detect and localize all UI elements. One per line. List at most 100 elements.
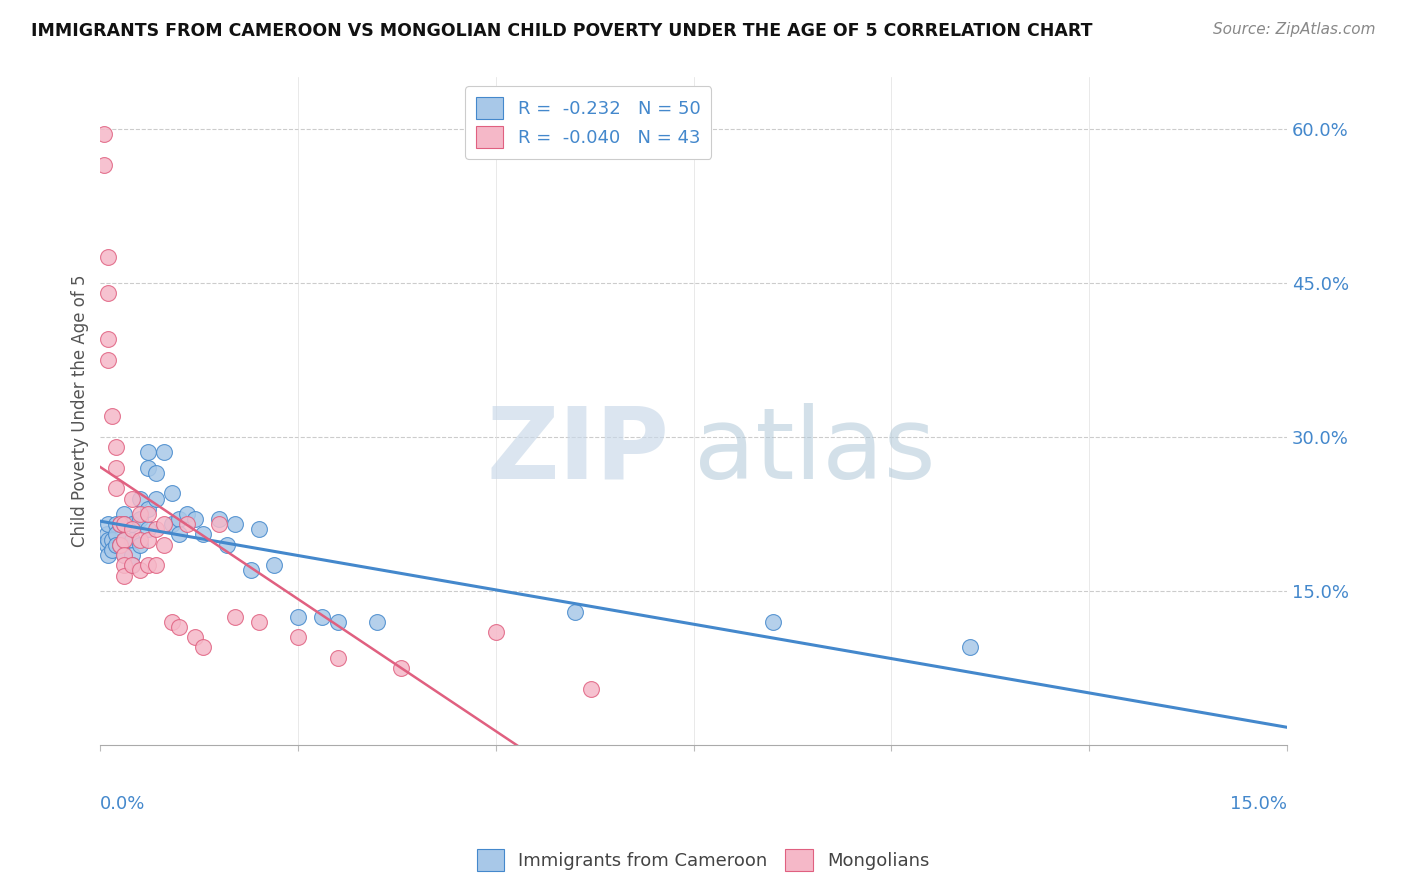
Point <box>108 538 131 552</box>
Point <box>176 507 198 521</box>
Point <box>152 538 174 552</box>
Point <box>169 620 191 634</box>
Legend: Immigrants from Cameroon, Mongolians: Immigrants from Cameroon, Mongolians <box>470 842 936 879</box>
Point <box>136 522 159 536</box>
Point <box>121 533 143 547</box>
Point <box>101 409 124 424</box>
Legend: R =  -0.232   N = 50, R =  -0.040   N = 43: R = -0.232 N = 50, R = -0.040 N = 43 <box>465 87 711 159</box>
Point <box>112 558 135 573</box>
Point <box>129 564 152 578</box>
Point <box>263 558 285 573</box>
Text: atlas: atlas <box>693 403 935 500</box>
Point <box>129 512 152 526</box>
Point <box>97 548 120 562</box>
Point <box>184 512 207 526</box>
Point <box>108 517 131 532</box>
Point <box>105 527 128 541</box>
Point <box>112 568 135 582</box>
Point <box>136 501 159 516</box>
Point <box>121 517 143 532</box>
Point <box>112 517 135 532</box>
Point <box>136 507 159 521</box>
Point <box>112 548 135 562</box>
Point <box>145 522 167 536</box>
Point <box>97 517 120 532</box>
Point <box>152 517 174 532</box>
Point <box>193 527 215 541</box>
Point <box>169 512 191 526</box>
Point <box>112 507 135 521</box>
Point <box>121 558 143 573</box>
Point <box>105 538 128 552</box>
Point <box>129 538 152 552</box>
Point <box>762 615 785 629</box>
Point <box>184 630 207 644</box>
Point <box>97 352 120 367</box>
Point <box>101 533 124 547</box>
Point <box>145 466 167 480</box>
Point <box>208 512 231 526</box>
Point <box>105 517 128 532</box>
Point <box>145 558 167 573</box>
Point <box>97 533 120 547</box>
Point <box>485 625 508 640</box>
Point <box>169 527 191 541</box>
Point <box>160 615 183 629</box>
Point <box>121 558 143 573</box>
Point <box>215 538 238 552</box>
Point <box>105 440 128 454</box>
Point <box>176 517 198 532</box>
Point <box>389 661 412 675</box>
Text: 0.0%: 0.0% <box>100 795 146 814</box>
Point <box>579 681 602 696</box>
Point <box>93 127 115 141</box>
Point <box>193 640 215 655</box>
Text: Source: ZipAtlas.com: Source: ZipAtlas.com <box>1212 22 1375 37</box>
Point <box>239 564 262 578</box>
Point <box>108 538 131 552</box>
Point <box>136 460 159 475</box>
Y-axis label: Child Poverty Under the Age of 5: Child Poverty Under the Age of 5 <box>72 275 89 548</box>
Point <box>247 615 270 629</box>
Point <box>129 491 152 506</box>
Point <box>121 491 143 506</box>
Point <box>101 542 124 557</box>
Point <box>136 445 159 459</box>
Point <box>152 445 174 459</box>
Point <box>97 286 120 301</box>
Point <box>208 517 231 532</box>
Point <box>224 517 246 532</box>
Point <box>112 517 135 532</box>
Point <box>366 615 388 629</box>
Point <box>564 605 586 619</box>
Point <box>105 460 128 475</box>
Point <box>121 522 143 536</box>
Point <box>136 533 159 547</box>
Point <box>93 158 115 172</box>
Point <box>145 491 167 506</box>
Point <box>247 522 270 536</box>
Point <box>224 609 246 624</box>
Point <box>160 486 183 500</box>
Point <box>105 481 128 495</box>
Point <box>959 640 981 655</box>
Point <box>129 507 152 521</box>
Point <box>287 630 309 644</box>
Point <box>326 615 349 629</box>
Point <box>97 250 120 264</box>
Text: 15.0%: 15.0% <box>1230 795 1286 814</box>
Point <box>311 609 333 624</box>
Point <box>160 517 183 532</box>
Point <box>136 558 159 573</box>
Point <box>112 533 135 547</box>
Point <box>97 332 120 346</box>
Point <box>112 533 135 547</box>
Point <box>112 548 135 562</box>
Point <box>108 517 131 532</box>
Point <box>326 650 349 665</box>
Point <box>96 527 118 541</box>
Point <box>287 609 309 624</box>
Text: IMMIGRANTS FROM CAMEROON VS MONGOLIAN CHILD POVERTY UNDER THE AGE OF 5 CORRELATI: IMMIGRANTS FROM CAMEROON VS MONGOLIAN CH… <box>31 22 1092 40</box>
Point <box>121 548 143 562</box>
Point <box>96 538 118 552</box>
